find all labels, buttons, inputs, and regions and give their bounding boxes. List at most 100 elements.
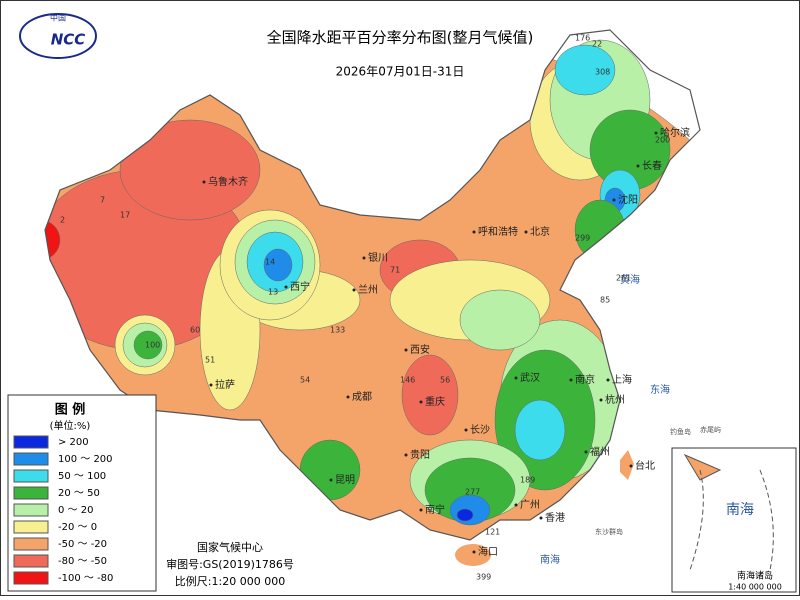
legend-title: 图 例 bbox=[55, 402, 86, 418]
legend-swatch bbox=[13, 537, 49, 551]
value-label: 146 bbox=[400, 376, 415, 385]
value-label: 13 bbox=[268, 288, 278, 297]
inset-islands: 南海诸岛 bbox=[737, 570, 773, 582]
city-dot bbox=[599, 398, 603, 402]
city-label: 杭州 bbox=[605, 393, 625, 406]
legend-swatch bbox=[13, 435, 49, 449]
value-label: 299 bbox=[575, 234, 590, 243]
city-label: 香港 bbox=[545, 512, 565, 524]
city-dot bbox=[404, 348, 408, 352]
city-dot bbox=[419, 400, 423, 404]
value-label: 22 bbox=[592, 40, 602, 49]
legend-label: -50 ～ -20 bbox=[58, 539, 107, 550]
date: 2026年07月01日-31日 bbox=[336, 65, 465, 79]
city-label: 贵阳 bbox=[410, 448, 430, 461]
city-label: 呼和浩特 bbox=[478, 226, 518, 238]
value-label: 2 bbox=[60, 216, 65, 225]
legend-label: 50 ～ 100 bbox=[58, 471, 106, 482]
legend-label: -80 ～ -50 bbox=[58, 556, 107, 567]
city-label: 兰州 bbox=[358, 283, 378, 296]
city-dot bbox=[629, 464, 633, 468]
value-label: 176 bbox=[575, 34, 590, 43]
city-dot bbox=[569, 378, 573, 382]
title: 全国降水距平百分率分布图(整月气候值) bbox=[267, 29, 534, 47]
value-label: 17 bbox=[120, 211, 130, 220]
value-label: 121 bbox=[485, 528, 500, 537]
city-dot bbox=[584, 450, 588, 454]
sea-label: 钓鱼岛 bbox=[670, 427, 691, 436]
sea-label: 赤尾屿 bbox=[700, 425, 721, 434]
city-label: 拉萨 bbox=[215, 378, 235, 391]
value-label: 54 bbox=[300, 376, 310, 385]
shade-region bbox=[459, 289, 541, 351]
legend-swatch bbox=[13, 469, 49, 483]
logo: 中国 NCC bbox=[19, 13, 97, 59]
city-dot bbox=[284, 285, 288, 289]
legend-swatch bbox=[13, 571, 49, 585]
value-label: 399 bbox=[476, 573, 491, 582]
city-label: 福州 bbox=[590, 445, 610, 458]
value-label: 189 bbox=[520, 476, 535, 485]
city-label: 台北 bbox=[635, 459, 655, 472]
inset-scale: 1:40 000 000 bbox=[728, 583, 782, 592]
inset-line bbox=[689, 469, 774, 571]
city-label: 重庆 bbox=[425, 395, 445, 408]
value-label: 7 bbox=[100, 196, 105, 205]
city-dot bbox=[346, 395, 350, 399]
value-label: 85 bbox=[600, 296, 610, 305]
legend-swatch bbox=[13, 554, 49, 568]
inset: 南海 南海诸岛 1:40 000 000 bbox=[671, 447, 797, 593]
city-label: 昆明 bbox=[335, 474, 355, 486]
city-label: 长春 bbox=[642, 160, 662, 172]
city-label: 成都 bbox=[352, 391, 372, 403]
city-dot bbox=[202, 180, 206, 184]
legend-swatch bbox=[13, 452, 49, 466]
shade-region bbox=[456, 508, 474, 522]
inset-land bbox=[683, 453, 722, 481]
city-dot bbox=[472, 550, 476, 554]
shade-region bbox=[119, 119, 261, 221]
shade-region bbox=[45, 219, 61, 261]
sea-label: 南海 bbox=[540, 553, 560, 566]
city-dot bbox=[329, 478, 333, 482]
city-label: 哈尔滨 bbox=[660, 126, 690, 139]
city-dot bbox=[464, 428, 468, 432]
city-dot bbox=[419, 508, 423, 512]
shade-region bbox=[133, 330, 163, 360]
city-dot bbox=[636, 164, 640, 168]
inset-box bbox=[671, 447, 797, 593]
legend-label: > 200 bbox=[58, 437, 89, 448]
city-dot bbox=[612, 198, 616, 202]
legend-label: 100 ～ 200 bbox=[58, 454, 113, 465]
value-label: 100 bbox=[145, 341, 160, 350]
value-label: 308 bbox=[595, 68, 610, 77]
city-label: 西宁 bbox=[290, 280, 310, 293]
logo-text: NCC bbox=[51, 31, 86, 49]
legend-swatch bbox=[13, 503, 49, 517]
legend-swatch bbox=[13, 520, 49, 534]
value-label: 133 bbox=[330, 326, 345, 335]
city-label: 沈阳 bbox=[618, 193, 638, 206]
footer-approval: 审图号:GS(2019)1786号 bbox=[166, 557, 294, 571]
city-dot bbox=[362, 256, 366, 260]
shade-region bbox=[263, 248, 293, 282]
city-dot bbox=[472, 230, 476, 234]
value-label: 60 bbox=[190, 326, 200, 335]
shade-region bbox=[554, 44, 616, 96]
value-label: 277 bbox=[465, 488, 480, 497]
city-dot bbox=[539, 516, 543, 520]
legend: 图 例 (单位:%) > 200 100 ～ 200 50 ～ 100 20 ～ 50… bbox=[7, 394, 157, 592]
city-dot bbox=[514, 503, 518, 507]
value-label: 51 bbox=[205, 356, 215, 365]
value-label: 71 bbox=[390, 266, 400, 275]
city-dot bbox=[524, 230, 528, 234]
city-label: 北京 bbox=[530, 225, 550, 238]
city-label: 海口 bbox=[478, 545, 498, 558]
city-label: 南京 bbox=[575, 373, 595, 386]
value-label: 14 bbox=[265, 258, 275, 267]
city-label: 银川 bbox=[368, 251, 388, 264]
city-dot bbox=[404, 453, 408, 457]
city-label: 武汉 bbox=[520, 371, 540, 384]
sea-label: 东海 bbox=[650, 383, 670, 396]
